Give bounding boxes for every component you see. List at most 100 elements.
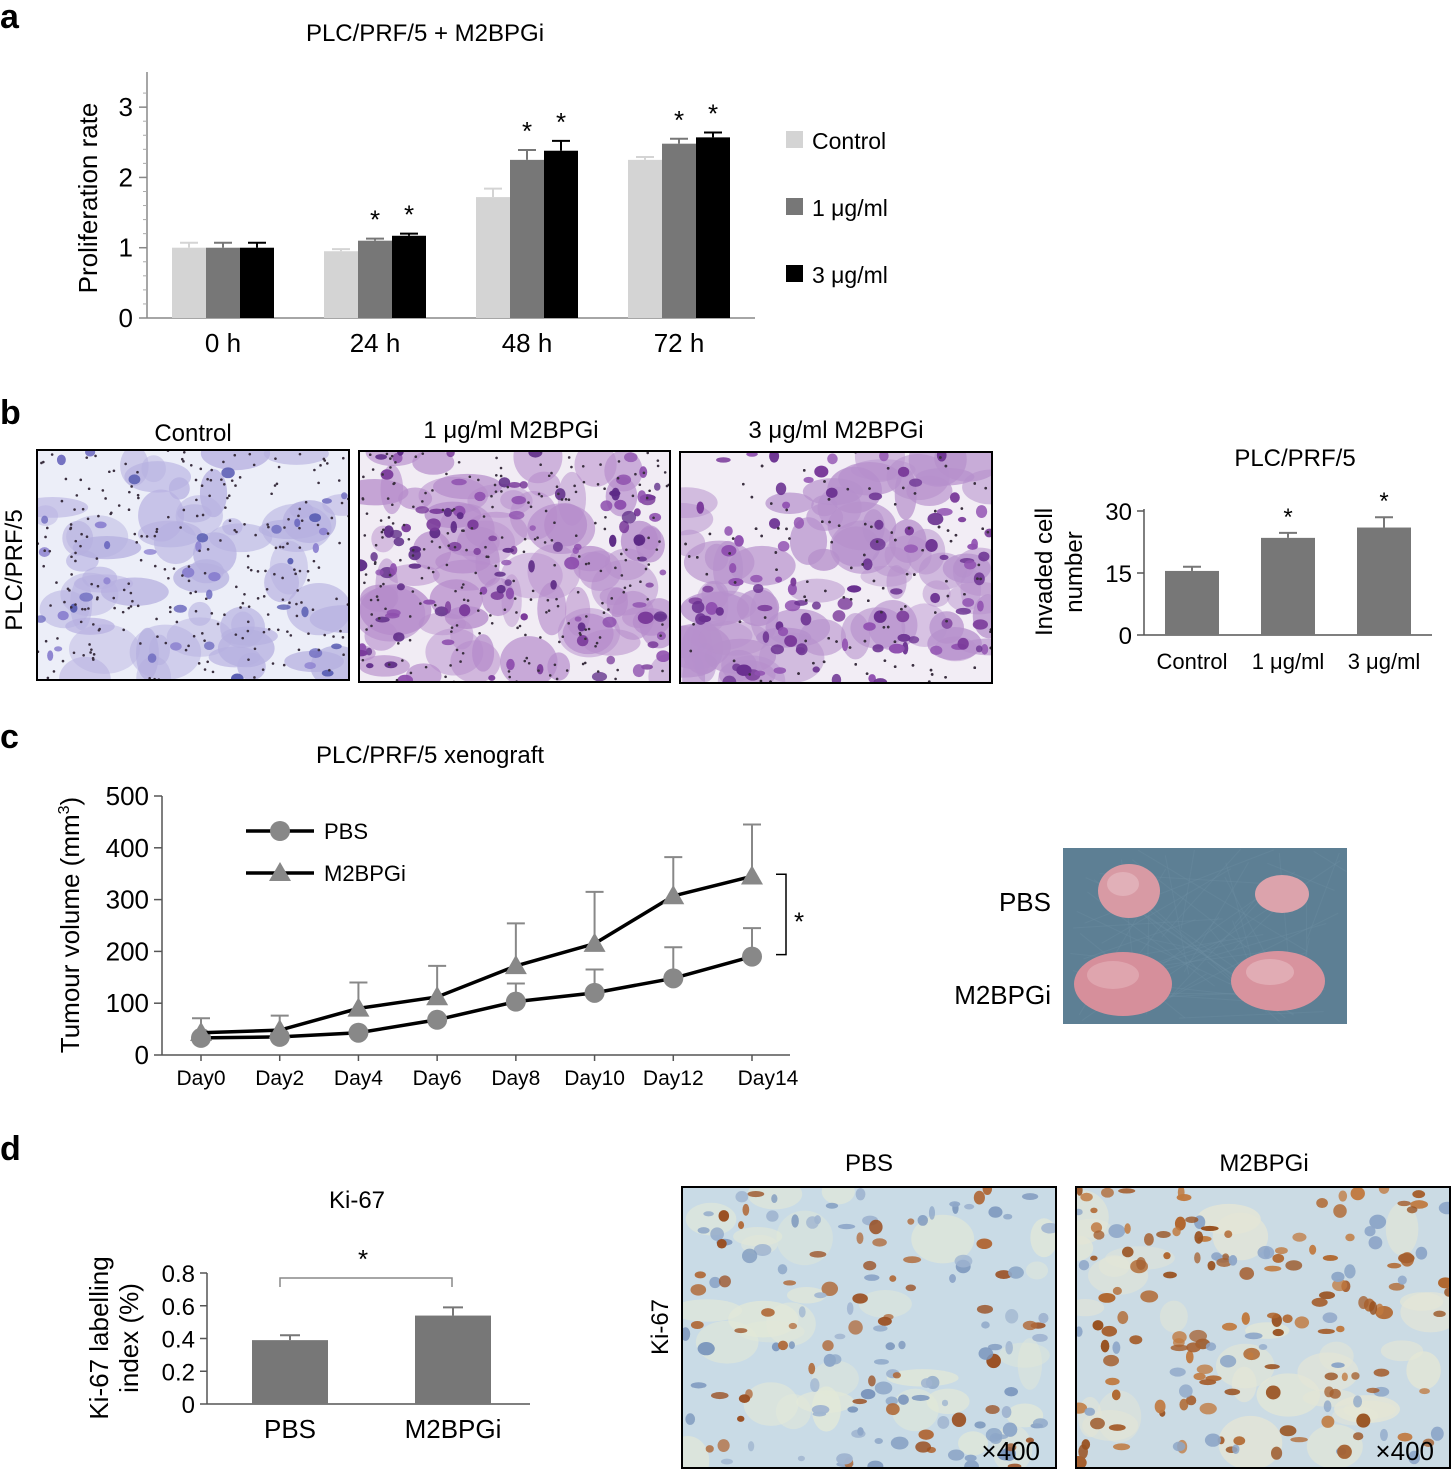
significance-star-48-h-3-ug-ml: *	[556, 107, 566, 137]
membrane-pore	[872, 579, 876, 583]
nucleus	[1422, 1438, 1435, 1448]
membrane-pore	[246, 566, 250, 569]
nucleus	[208, 571, 221, 582]
bar-24-h-1-ug-ml	[358, 240, 392, 318]
membrane-pore	[267, 525, 270, 529]
membrane-pore	[274, 457, 277, 460]
bar-48-h-1-ug-ml	[510, 159, 544, 318]
nucleus	[1163, 1271, 1177, 1279]
panel-b: b PLC/PRF/5 Control 1 μg/ml M2BPGi 3 μg/…	[0, 394, 1432, 684]
bar-control	[1165, 570, 1219, 635]
membrane-pore	[369, 598, 373, 602]
membrane-pore	[199, 467, 203, 471]
nucleus	[746, 452, 758, 457]
membrane-pore	[397, 642, 400, 645]
nucleus	[79, 592, 93, 602]
membrane-pore	[195, 514, 199, 518]
cell-cluster	[173, 562, 230, 593]
cell-cluster	[858, 1290, 912, 1318]
membrane-pore	[824, 589, 827, 593]
membrane-pore	[623, 586, 627, 590]
membrane-pore	[828, 520, 831, 524]
nucleus	[825, 487, 838, 498]
cell-cluster	[263, 450, 329, 465]
membrane-pore	[85, 456, 89, 459]
membrane-pore	[402, 523, 406, 527]
point-m2bpgi-day12	[662, 884, 685, 905]
panel-d-bars: PBS M2BPGi *	[252, 1244, 501, 1444]
membrane-pore	[881, 586, 885, 590]
nucleus	[810, 1378, 820, 1393]
membrane-pore	[665, 484, 669, 488]
membrane-pore	[547, 609, 551, 612]
membrane-pore	[307, 578, 310, 582]
nucleus	[873, 610, 887, 623]
nucleus	[909, 478, 923, 487]
nucleus	[981, 643, 989, 655]
membrane-pore	[494, 490, 498, 493]
bar-0-h-control	[172, 247, 206, 318]
nucleus	[936, 508, 953, 516]
nucleus	[1121, 1246, 1134, 1258]
panel-c-xtick-day6: Day6	[413, 1067, 462, 1090]
nucleus	[375, 616, 390, 623]
membrane-pore	[553, 521, 556, 525]
nucleus	[794, 600, 808, 606]
nucleus	[702, 585, 714, 593]
membrane-pore	[553, 563, 556, 567]
nucleus	[1140, 1290, 1159, 1303]
cell-cluster	[464, 511, 528, 551]
nucleus	[1177, 1187, 1185, 1200]
nucleus	[550, 579, 557, 590]
nucleus	[536, 663, 544, 675]
membrane-pore	[74, 559, 77, 563]
membrane-pore	[297, 648, 301, 652]
point-m2bpgi-day10	[583, 932, 606, 952]
membrane-pore	[863, 639, 867, 643]
nucleus	[1279, 1425, 1297, 1437]
nucleus	[504, 579, 512, 586]
legend-marker-pbs	[270, 821, 290, 841]
membrane-pore	[235, 585, 238, 589]
nucleus	[889, 1275, 897, 1282]
nucleus	[397, 674, 414, 682]
membrane-pore	[222, 460, 225, 464]
cell-cluster	[840, 612, 871, 660]
membrane-pore	[821, 520, 824, 523]
membrane-pore	[248, 452, 252, 456]
membrane-pore	[328, 668, 331, 672]
cell-cluster	[309, 605, 349, 633]
membrane-pore	[278, 545, 282, 549]
membrane-pore	[759, 679, 763, 683]
membrane-pore	[128, 490, 131, 494]
membrane-pore	[307, 632, 310, 635]
membrane-pore	[323, 633, 327, 637]
membrane-pore	[973, 666, 977, 670]
nucleus	[446, 451, 455, 458]
point-pbs-day4	[348, 1022, 369, 1043]
nucleus	[981, 1321, 990, 1329]
membrane-pore	[462, 583, 465, 586]
membrane-pore	[854, 663, 858, 666]
membrane-pore	[900, 607, 903, 611]
membrane-pore	[846, 487, 850, 491]
membrane-pore	[200, 484, 204, 488]
nucleus	[976, 1238, 993, 1249]
nucleus	[1241, 1312, 1250, 1325]
membrane-pore	[594, 644, 597, 648]
membrane-pore	[574, 534, 578, 537]
nucleus	[949, 492, 960, 503]
cell-cluster	[827, 501, 897, 551]
photo-fabric-fiber	[1164, 855, 1190, 975]
membrane-pore	[192, 634, 196, 638]
membrane-pore	[233, 453, 237, 457]
panel-b-ylabel-line-1: Invaded cell	[1031, 508, 1058, 636]
nucleus	[1163, 1252, 1171, 1260]
nucleus	[903, 1256, 922, 1264]
membrane-pore	[46, 676, 50, 680]
membrane-pore	[81, 507, 85, 511]
membrane-pore	[904, 605, 907, 608]
membrane-pore	[482, 515, 486, 518]
panel-b-xtick-1-ug-ml: 1 μg/ml	[1252, 649, 1325, 674]
